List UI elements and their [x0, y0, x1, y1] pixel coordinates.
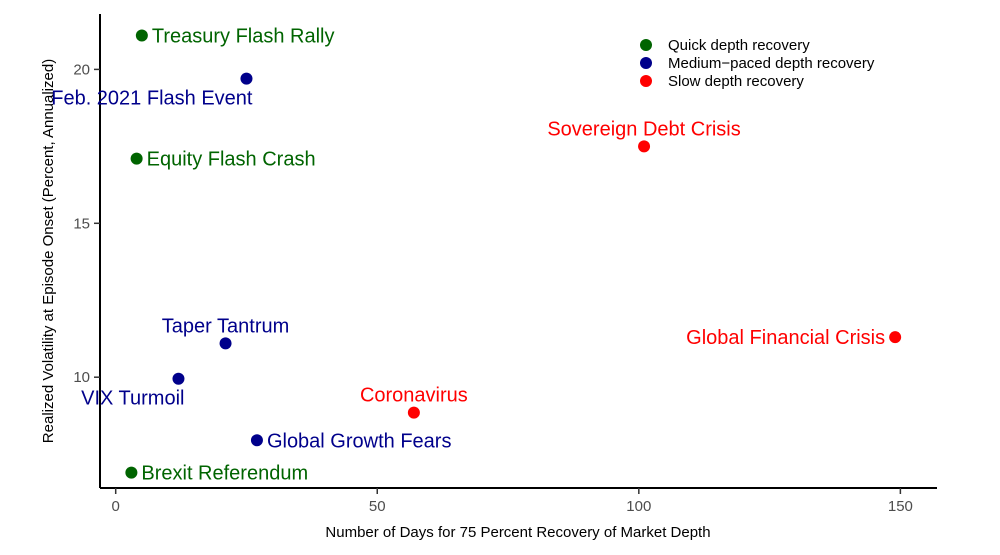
- data-label: VIX Turmoil: [81, 388, 184, 410]
- data-point: [172, 372, 185, 385]
- legend-label: Slow depth recovery: [668, 73, 804, 90]
- data-point: [638, 140, 651, 153]
- data-label: Feb. 2021 Flash Event: [51, 88, 253, 110]
- x-tick-label: 150: [888, 498, 913, 515]
- data-point: [889, 331, 902, 344]
- data-label: Equity Flash Crash: [147, 149, 316, 171]
- data-point: [135, 29, 148, 42]
- legend-key: [640, 75, 652, 87]
- data-point: [407, 406, 420, 419]
- y-tick-label: 20: [73, 61, 90, 78]
- legend-key: [640, 39, 652, 51]
- data-point: [219, 337, 232, 350]
- point-labels: Treasury Flash Rally Feb. 2021 Flash Even…: [51, 26, 885, 485]
- data-label: Treasury Flash Rally: [152, 26, 335, 48]
- data-label: Global Financial Crisis: [686, 327, 885, 349]
- x-tick-label: 0: [112, 498, 120, 515]
- ticks: 0 50 100 150 10 15 20: [73, 61, 913, 515]
- data-point: [130, 152, 143, 165]
- x-axis-title: Number of Days for 75 Percent Recovery o…: [325, 524, 710, 541]
- data-points: [125, 29, 902, 479]
- y-axis-title: Realized Volatility at Episode Onset (Pe…: [40, 59, 57, 443]
- x-tick-label: 50: [369, 498, 386, 515]
- data-label: Taper Tantrum: [162, 315, 289, 337]
- y-tick-label: 10: [73, 369, 90, 386]
- data-label: Brexit Referendum: [141, 463, 308, 485]
- legend-label: Medium−paced depth recovery: [668, 55, 875, 72]
- legend-key: [640, 57, 652, 69]
- axes: [99, 14, 937, 489]
- y-tick-label: 15: [73, 215, 90, 232]
- legend-label: Quick depth recovery: [668, 37, 810, 54]
- data-point: [240, 72, 253, 85]
- data-label: Global Growth Fears: [267, 430, 452, 452]
- data-label: Sovereign Debt Crisis: [547, 118, 740, 140]
- x-tick-label: 100: [626, 498, 651, 515]
- data-point: [125, 466, 138, 479]
- data-label: Coronavirus: [360, 385, 468, 407]
- data-point: [250, 434, 263, 447]
